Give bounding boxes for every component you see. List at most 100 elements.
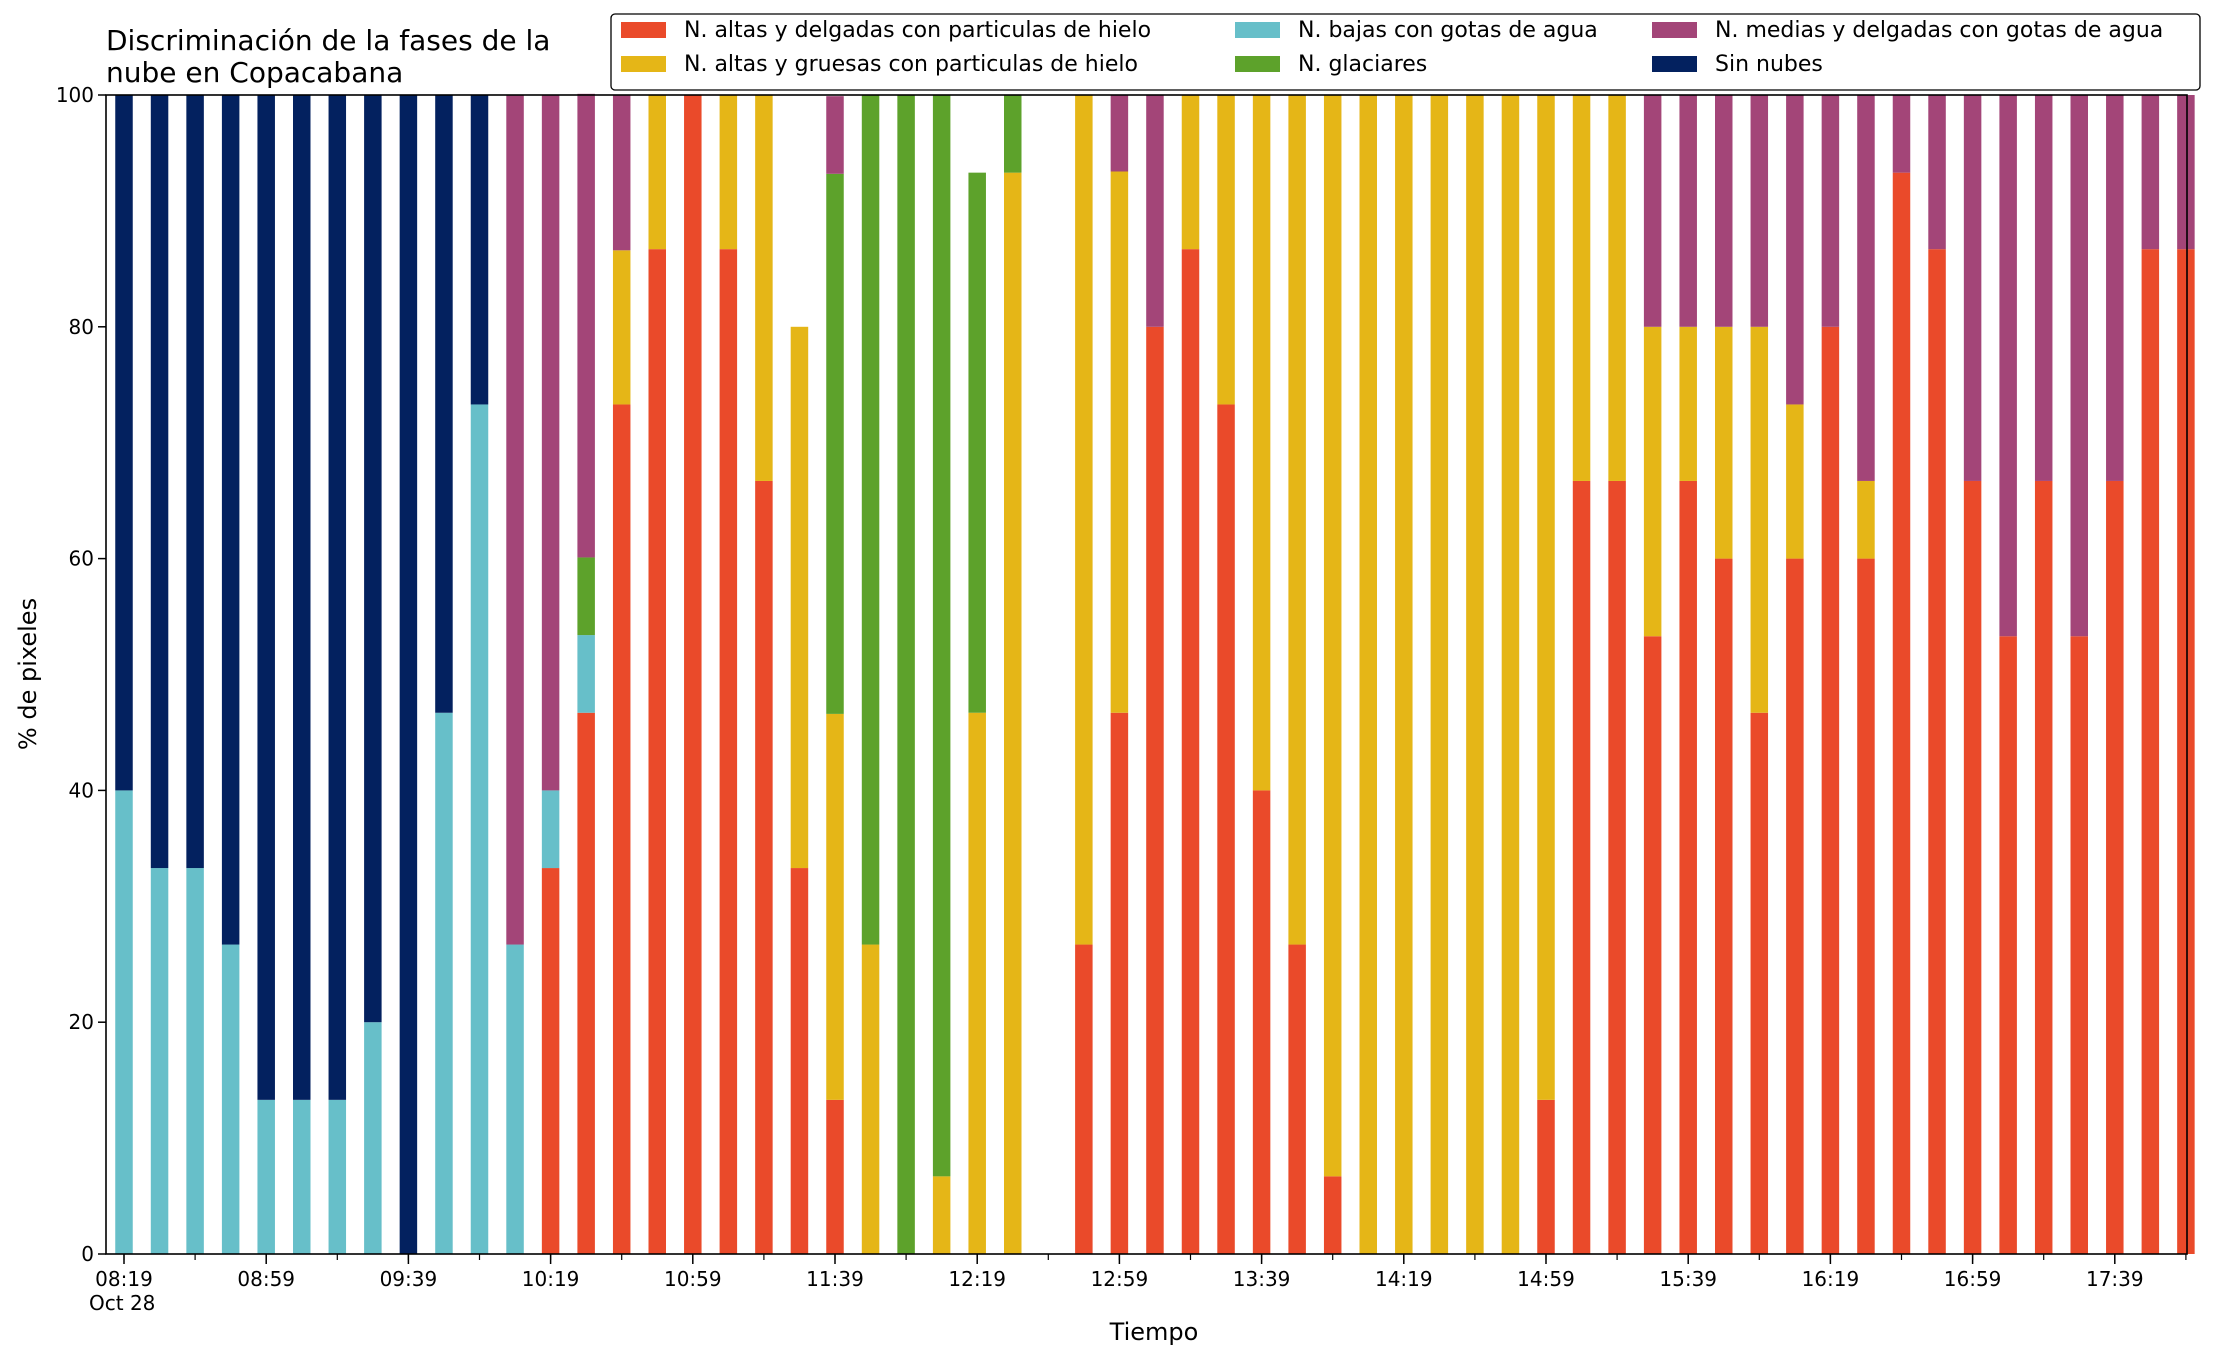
legend-swatch	[621, 56, 666, 72]
bar-segment	[541, 790, 560, 869]
bar-segment	[1715, 558, 1733, 1254]
bar-segment	[1217, 95, 1235, 405]
x-tick-label: 08:59	[237, 1267, 295, 1291]
bar-segment	[790, 868, 809, 1254]
bar-segment	[1004, 95, 1022, 173]
x-tick-label: 16:19	[1802, 1267, 1860, 1291]
x-tick-label: 10:19	[522, 1267, 580, 1291]
bar-segment	[150, 868, 169, 1254]
bar-segment	[2141, 95, 2160, 250]
bar-segment	[755, 95, 773, 481]
bar-segment	[1750, 712, 1769, 1254]
bar-segment	[470, 95, 489, 405]
x-tick-label: 08:19	[95, 1267, 153, 1291]
bar-segment	[897, 95, 915, 1254]
bar-segment	[1750, 95, 1769, 327]
bar-segment	[1643, 326, 1662, 637]
y-tick-label: 20	[69, 1010, 94, 1034]
bar-segment	[1715, 326, 1733, 559]
bar-segment	[293, 1099, 311, 1254]
bar-segment	[221, 95, 240, 945]
bar-segment	[364, 95, 382, 1023]
x-tick-label: 17:39	[2086, 1267, 2144, 1291]
x-tick-label: 14:59	[1517, 1267, 1575, 1291]
bar-segment	[470, 404, 489, 1254]
bar-segment	[2106, 480, 2124, 1254]
bar-segment	[2177, 95, 2195, 250]
bar-segment	[1075, 944, 1093, 1254]
bar-segment	[1537, 1099, 1555, 1254]
bar-segment	[1892, 95, 1911, 173]
bar-segment	[826, 96, 844, 174]
legend: N. altas y delgadas con particulas de hi…	[610, 13, 2201, 91]
bar-segment	[364, 1022, 382, 1254]
bar-segment	[435, 712, 453, 1254]
bar-segment	[1430, 95, 1449, 1254]
bar-segment	[612, 404, 631, 1254]
legend-label: Sin nubes	[1715, 52, 1823, 77]
legend-label: N. glaciares	[1298, 52, 1427, 77]
bar-segment	[1892, 172, 1911, 1254]
bar-segment	[1075, 95, 1093, 945]
y-tick-label: 80	[69, 315, 94, 339]
bar-segment	[1821, 326, 1840, 1254]
bar-segment	[257, 1099, 275, 1254]
bar-segment	[577, 635, 595, 713]
bar-segment	[1252, 95, 1271, 791]
bar-segment	[1786, 558, 1804, 1254]
bar-segment	[2070, 95, 2088, 637]
bar-segment	[328, 1099, 347, 1254]
bar-segment	[1643, 95, 1662, 327]
bar-segment	[541, 95, 560, 791]
y-tick-label: 100	[56, 83, 94, 107]
bar-segment	[719, 95, 738, 250]
bar-segment	[1501, 95, 1520, 1254]
chart-title-line: nube en Copacabana	[106, 56, 403, 89]
bar-segment	[1857, 95, 1875, 481]
legend-swatch	[1235, 56, 1280, 72]
bar-segment	[968, 172, 986, 713]
legend-swatch	[1235, 22, 1280, 38]
x-tick-label: 09:39	[380, 1267, 438, 1291]
bar-segment	[1288, 95, 1306, 945]
bar-segment	[1963, 95, 1982, 481]
bar-segment	[506, 944, 524, 1254]
x-tick-label: 12:59	[1091, 1267, 1149, 1291]
bar-segment	[1537, 95, 1555, 1100]
bar-segment	[399, 95, 418, 1254]
bar-segment	[932, 1176, 951, 1254]
bar-segment	[186, 868, 204, 1254]
bar-segment	[648, 249, 666, 1254]
y-tick-label: 0	[81, 1242, 94, 1266]
bar-segment	[1466, 95, 1484, 1254]
bar-segment	[1679, 480, 1697, 1254]
y-tick-label: 60	[69, 547, 94, 571]
bar-segment	[612, 95, 631, 251]
bar-segment	[1821, 95, 1840, 327]
x-tick-label: 12:19	[948, 1267, 1006, 1291]
bar-segment	[1608, 480, 1626, 1254]
bar-segment	[861, 95, 880, 945]
x-tick-label: 16:59	[1944, 1267, 2002, 1291]
bar-segment	[1786, 404, 1804, 559]
bar-segment	[257, 95, 275, 1100]
bar-segment	[1395, 95, 1413, 1254]
x-tick-label: 13:39	[1233, 1267, 1291, 1291]
x-tick-label: 11:39	[806, 1267, 864, 1291]
x-tick-label: 10:59	[664, 1267, 722, 1291]
bar-segment	[435, 95, 453, 713]
bar-segment	[1181, 95, 1200, 250]
chart-title-line: Discriminación de la fases de la	[106, 24, 550, 57]
bar-segment	[1146, 95, 1164, 327]
bar-segment	[755, 480, 773, 1254]
y-axis: 0 20 40 60 80 100	[56, 83, 106, 1266]
bar-segment	[1146, 326, 1164, 1254]
bar-segment	[1110, 171, 1129, 713]
bar-segment	[2141, 249, 2160, 1254]
axes-frame	[105, 94, 2188, 1255]
x-tick-sublabel: Oct 28	[89, 1291, 155, 1315]
bar-segment	[541, 868, 560, 1254]
bar-segment	[1323, 1176, 1342, 1254]
